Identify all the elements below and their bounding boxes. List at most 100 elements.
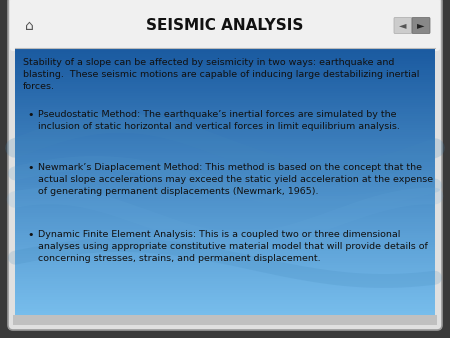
- Bar: [15, 249, 435, 252]
- Bar: [15, 114, 435, 117]
- Bar: [15, 242, 435, 245]
- Bar: [15, 139, 435, 142]
- Bar: [15, 231, 435, 234]
- Bar: [15, 215, 435, 218]
- Bar: [15, 135, 435, 137]
- Bar: [15, 210, 435, 213]
- Bar: [15, 318, 435, 321]
- Bar: [15, 279, 435, 282]
- Bar: [15, 52, 435, 55]
- Bar: [15, 167, 435, 169]
- Bar: [15, 70, 435, 73]
- Bar: [15, 112, 435, 115]
- Bar: [15, 102, 435, 105]
- Bar: [15, 302, 435, 305]
- Bar: [15, 144, 435, 147]
- Bar: [15, 107, 435, 110]
- Bar: [15, 93, 435, 96]
- Bar: [15, 247, 435, 250]
- Bar: [13, 315, 437, 325]
- Bar: [15, 267, 435, 270]
- Bar: [15, 316, 435, 318]
- Bar: [15, 286, 435, 289]
- Bar: [15, 199, 435, 201]
- Bar: [15, 128, 435, 130]
- Bar: [15, 110, 435, 112]
- Text: Pseudostatic Method: The earthquake’s inertial forces are simulated by the
inclu: Pseudostatic Method: The earthquake’s in…: [38, 110, 400, 131]
- Bar: [15, 148, 435, 151]
- Bar: [15, 54, 435, 57]
- Bar: [15, 304, 435, 307]
- Bar: [15, 261, 435, 263]
- Bar: [15, 98, 435, 101]
- Bar: [15, 309, 435, 312]
- Text: •: •: [28, 110, 34, 120]
- Bar: [15, 48, 435, 50]
- Bar: [15, 59, 435, 62]
- Bar: [15, 137, 435, 140]
- Bar: [15, 206, 435, 209]
- Bar: [15, 192, 435, 195]
- Bar: [15, 194, 435, 197]
- Bar: [15, 258, 435, 261]
- Bar: [15, 270, 435, 272]
- FancyBboxPatch shape: [412, 18, 430, 33]
- Bar: [15, 203, 435, 206]
- Bar: [15, 320, 435, 323]
- Bar: [15, 73, 435, 75]
- Bar: [15, 142, 435, 144]
- Bar: [15, 162, 435, 165]
- Text: Stability of a slope can be affected by seismicity in two ways: earthquake and
b: Stability of a slope can be affected by …: [23, 58, 419, 91]
- Bar: [15, 178, 435, 181]
- Bar: [15, 119, 435, 121]
- Bar: [15, 263, 435, 266]
- Text: Newmark’s Diaplacement Method: This method is based on the concept that the
actu: Newmark’s Diaplacement Method: This meth…: [38, 163, 433, 196]
- Bar: [15, 132, 435, 135]
- Bar: [15, 196, 435, 199]
- Bar: [15, 79, 435, 82]
- Bar: [15, 251, 435, 254]
- Text: Dynamic Finite Element Analysis: This is a coupled two or three dimensional
anal: Dynamic Finite Element Analysis: This is…: [38, 230, 428, 263]
- Bar: [15, 100, 435, 103]
- Bar: [15, 219, 435, 222]
- Bar: [15, 208, 435, 211]
- Bar: [15, 228, 435, 231]
- Bar: [15, 217, 435, 220]
- Bar: [15, 105, 435, 107]
- Bar: [15, 183, 435, 186]
- Bar: [15, 256, 435, 259]
- Bar: [15, 284, 435, 286]
- Bar: [15, 121, 435, 124]
- Bar: [15, 125, 435, 128]
- Bar: [15, 235, 435, 238]
- Bar: [15, 169, 435, 172]
- Bar: [15, 50, 435, 53]
- Bar: [15, 245, 435, 247]
- Bar: [15, 224, 435, 227]
- Text: SEISMIC ANALYSIS: SEISMIC ANALYSIS: [146, 18, 304, 33]
- Bar: [15, 91, 435, 94]
- Bar: [15, 272, 435, 275]
- Bar: [15, 187, 435, 190]
- Text: ◄: ◄: [399, 21, 407, 30]
- Bar: [15, 82, 435, 84]
- Bar: [15, 68, 435, 71]
- Text: •: •: [28, 163, 34, 173]
- Bar: [15, 146, 435, 149]
- Bar: [15, 153, 435, 156]
- Bar: [15, 96, 435, 98]
- Bar: [15, 180, 435, 183]
- Text: ⌂: ⌂: [25, 19, 33, 32]
- Bar: [15, 238, 435, 241]
- Bar: [15, 274, 435, 277]
- FancyBboxPatch shape: [8, 0, 442, 330]
- Bar: [15, 201, 435, 204]
- Bar: [15, 176, 435, 178]
- Bar: [15, 293, 435, 295]
- Bar: [15, 313, 435, 316]
- Bar: [15, 151, 435, 153]
- FancyBboxPatch shape: [10, 0, 440, 51]
- Bar: [15, 307, 435, 309]
- FancyBboxPatch shape: [394, 18, 412, 33]
- Bar: [15, 222, 435, 224]
